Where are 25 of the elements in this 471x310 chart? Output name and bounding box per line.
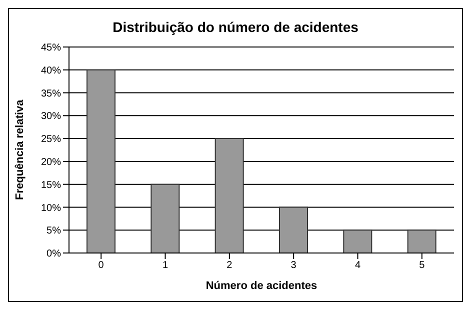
bar (343, 230, 372, 253)
x-axis-title: Número de acidentes (206, 280, 318, 292)
bar (407, 230, 436, 253)
x-tick-label: 5 (419, 260, 426, 272)
y-axis-title: Frequência relativa (14, 98, 26, 200)
bar (214, 138, 244, 253)
y-tick-label: 0% (46, 248, 62, 260)
bar (279, 206, 308, 253)
y-tick-label: 10% (40, 202, 62, 214)
chart-title: Distribuição do número de acidentes (112, 19, 360, 35)
y-tick-label: 30% (40, 111, 62, 122)
x-tick-label: 4 (354, 260, 361, 272)
y-tick-label: 15% (40, 180, 62, 191)
y-tick-label: 35% (40, 88, 62, 100)
y-tick-label: 40% (40, 65, 62, 76)
bar (86, 69, 116, 253)
x-tick-label: 2 (226, 260, 233, 272)
bar (150, 184, 180, 253)
x-tick-label: 3 (290, 260, 297, 272)
y-tick-label: 5% (46, 226, 62, 237)
y-tick-label: 45% (40, 42, 62, 54)
y-tick-label: 25% (40, 134, 62, 146)
x-tick-label: 0 (98, 260, 104, 272)
x-tick-label: 1 (162, 260, 168, 272)
y-tick-label: 20% (40, 156, 62, 168)
